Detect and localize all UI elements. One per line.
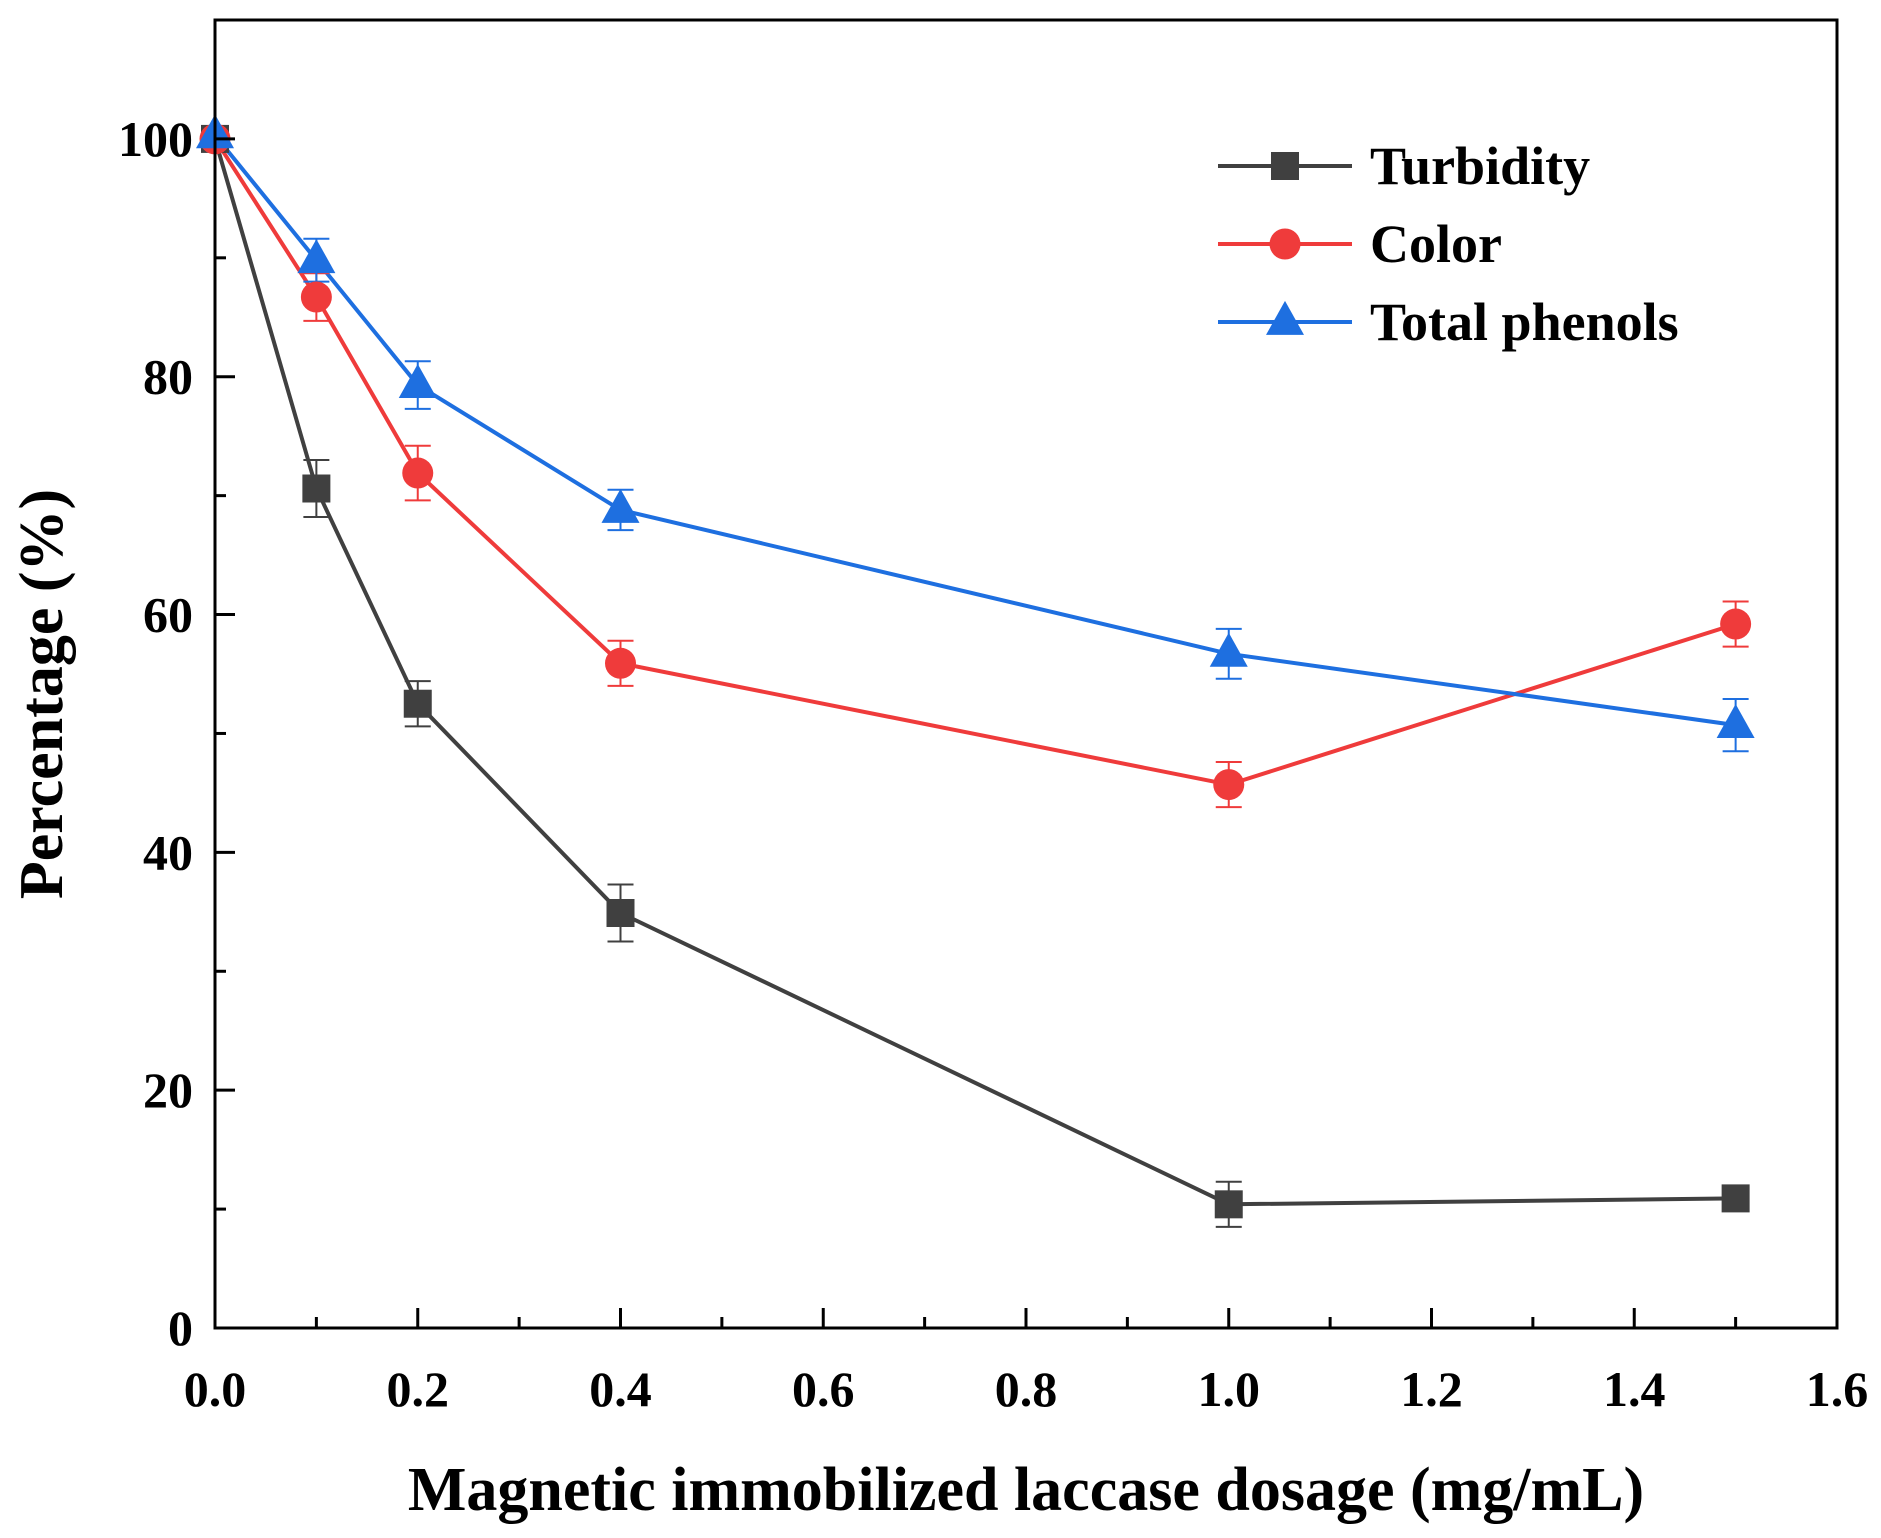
plot-frame — [213, 18, 1839, 1330]
data-point-color — [402, 457, 434, 489]
data-point-total-phenols — [1716, 704, 1755, 739]
data-point-total-phenols — [601, 488, 640, 523]
x-tick-label: 0.0 — [184, 1361, 247, 1417]
y-tick-label: 20 — [143, 1062, 193, 1118]
data-point-color — [1720, 608, 1752, 640]
data-point-total-phenols — [398, 363, 437, 398]
x-tick-label: 0.6 — [792, 1361, 855, 1417]
markers-layer — [196, 114, 1755, 1219]
x-tick-label: 0.2 — [387, 1361, 450, 1417]
x-tick-label: 1.2 — [1400, 1361, 1463, 1417]
y-tick-label: 80 — [143, 349, 193, 405]
error-bars-layer — [303, 237, 1749, 1228]
legend-marker — [1269, 228, 1301, 260]
x-tick-label: 1.0 — [1198, 1361, 1261, 1417]
data-point-turbidity — [302, 474, 331, 503]
x-tick-label: 1.4 — [1603, 1361, 1666, 1417]
ticks-layer — [213, 137, 1839, 1330]
series-line-total-phenols — [213, 134, 1736, 728]
data-point-turbidity — [1721, 1184, 1750, 1213]
x-tick-label: 0.4 — [589, 1361, 652, 1417]
tick-labels-layer: 0.0 0.2 0.4 0.6 0.8 1.0 1.2 1.4 1.6 0 20 40 60 80 100 — [118, 111, 1868, 1417]
y-tick-label: 100 — [118, 111, 193, 167]
series-line-turbidity — [213, 138, 1736, 1207]
y-axis-title: Percentage (%) — [8, 489, 76, 899]
data-point-color — [605, 647, 636, 679]
legend-label: Color — [1370, 214, 1502, 274]
legend-marker — [1271, 152, 1299, 180]
x-axis-title: Magnetic immobilized laccase dosage (mg/… — [408, 1456, 1644, 1524]
y-tick-label: 60 — [143, 587, 193, 643]
legend-entry-color: Color — [1218, 214, 1502, 274]
legend-label: Total phenols — [1370, 292, 1679, 352]
data-point-turbidity — [403, 689, 432, 718]
x-tick-label: 1.6 — [1806, 1361, 1869, 1417]
y-tick-label: 40 — [143, 824, 193, 880]
legend-entry-total-phenols: Total phenols — [1218, 292, 1679, 352]
legend-entry-turbidity: Turbidity — [1218, 136, 1590, 196]
legend-marker — [1266, 300, 1304, 335]
x-tick-label: 0.8 — [995, 1361, 1058, 1417]
legend: Turbidity Color Total phenols — [1218, 136, 1679, 352]
data-point-turbidity — [606, 899, 635, 928]
series-line-color — [213, 137, 1737, 787]
legend-label: Turbidity — [1370, 136, 1590, 196]
data-point-total-phenols — [1209, 632, 1248, 667]
data-point-total-phenols — [297, 239, 336, 274]
data-point-color — [1213, 769, 1245, 801]
y-tick-label: 0 — [168, 1300, 193, 1356]
data-point-turbidity — [1214, 1190, 1243, 1219]
data-point-color — [300, 281, 332, 313]
